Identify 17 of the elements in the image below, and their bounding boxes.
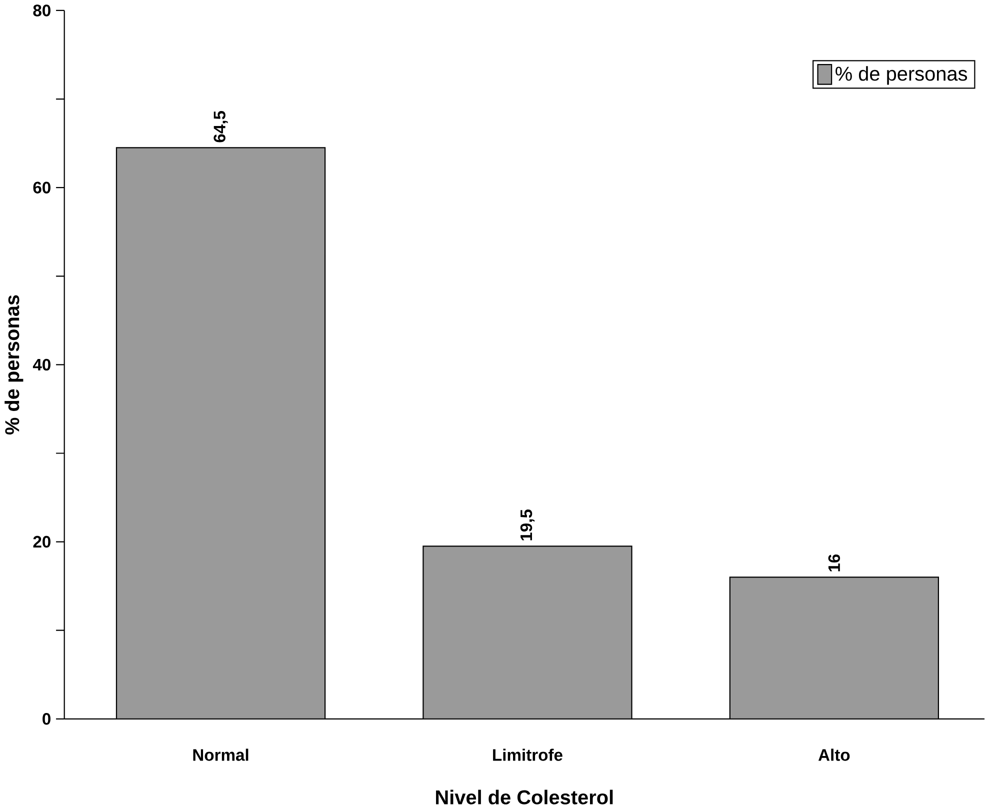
y-axis-title: % de personas bbox=[4, 295, 24, 435]
y-tick-label: 0 bbox=[42, 713, 50, 725]
y-tick-label: 40 bbox=[32, 358, 50, 371]
x-tick-label: Alto bbox=[818, 748, 850, 761]
text: 19,5 bbox=[520, 509, 535, 540]
bar bbox=[729, 576, 940, 719]
y-tick-label: 20 bbox=[33, 536, 50, 548]
bar bbox=[423, 546, 632, 719]
y-tick-label: 80 bbox=[33, 4, 50, 16]
bar bbox=[116, 148, 326, 719]
x-tick-label: Limitrofe bbox=[493, 748, 562, 761]
x-axis-title: Nivel de Colesterol bbox=[436, 790, 613, 804]
x-tick-label: Normal bbox=[193, 748, 248, 761]
legend-label: % de personas bbox=[836, 66, 968, 85]
text: 16 bbox=[828, 554, 840, 572]
y-tick-label: 60 bbox=[33, 182, 50, 194]
text: 64,5 bbox=[214, 111, 228, 142]
